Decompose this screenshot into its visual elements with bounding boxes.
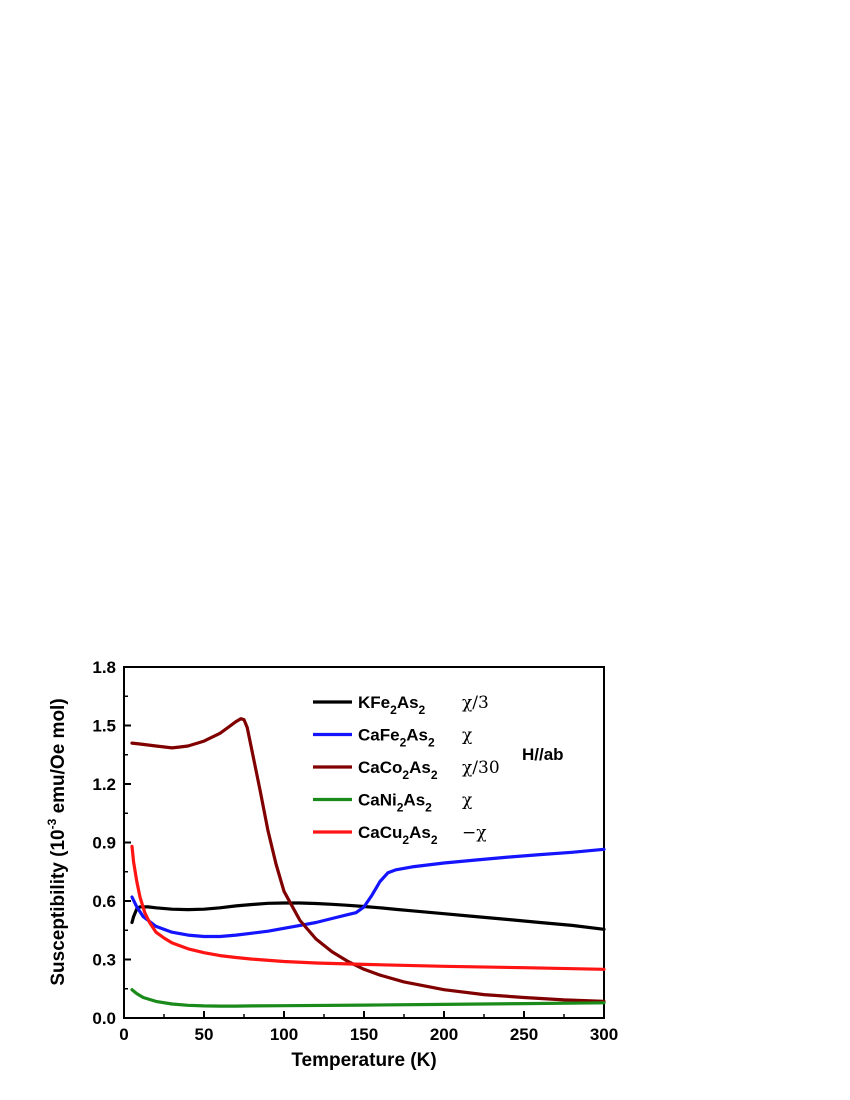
legend-scale-2: χ <box>462 726 472 746</box>
y-axis-title-part1: Susceptibility (10 <box>48 829 69 985</box>
x-tick-label: 200 <box>430 1025 458 1044</box>
y-axis-title-part2: emu/Oe mol) <box>48 698 69 818</box>
field-annotation: H//ab <box>522 745 564 764</box>
legend-scale-5: −χ <box>462 823 487 843</box>
series-line-1 <box>130 901 606 931</box>
series-line-2 <box>130 847 606 939</box>
legend-label-5: CaCu2As2 <box>358 823 438 847</box>
x-tick-label: 100 <box>270 1025 298 1044</box>
y-tick-labels: 0.0 0.3 0.6 0.9 1.2 1.5 1.8 <box>92 658 116 1028</box>
legend-scale-3: χ/30 <box>462 758 500 778</box>
y-tick-label: 0.3 <box>92 951 116 970</box>
x-axis-title: Temperature (K) <box>291 1050 436 1071</box>
y-axis-title-exponent: -3 <box>45 818 59 829</box>
legend-label-2: CaFe2As2 <box>358 726 435 750</box>
series-layer <box>130 717 606 1008</box>
legend-label-3: CaCo2As2 <box>358 758 438 782</box>
series-line-5 <box>130 844 606 971</box>
y-tick-label: 0.9 <box>92 834 116 853</box>
legend-scale-4: χ <box>462 791 472 811</box>
x-tick-label: 50 <box>195 1025 214 1044</box>
x-tick-label: 250 <box>510 1025 538 1044</box>
y-tick-label: 0.6 <box>92 892 116 911</box>
y-axis-title: Susceptibility (10-3 emu/Oe mol) <box>45 698 69 985</box>
legend-scale-1: χ/3 <box>462 693 489 713</box>
x-tick-label: 300 <box>590 1025 618 1044</box>
series-line-4 <box>130 988 606 1008</box>
x-tick-label: 0 <box>119 1025 128 1044</box>
x-tick-label: 150 <box>350 1025 378 1044</box>
y-tick-label: 1.5 <box>92 717 116 736</box>
legend: KFe2As2 χ/3 CaFe2As2 χ CaCo2As2 χ/30 CaNi2As2 χ… <box>313 693 500 847</box>
axis-ticks <box>123 666 605 1019</box>
y-tick-label: 1.2 <box>92 775 116 794</box>
y-tick-label: 1.8 <box>92 658 116 677</box>
legend-label-1: KFe2As2 <box>358 693 426 717</box>
y-tick-label: 0.0 <box>92 1009 116 1028</box>
legend-label-4: CaNi2As2 <box>358 791 432 815</box>
series-line-3 <box>130 717 606 1004</box>
x-tick-labels: 0 50 100 150 200 250 300 <box>119 1025 618 1044</box>
